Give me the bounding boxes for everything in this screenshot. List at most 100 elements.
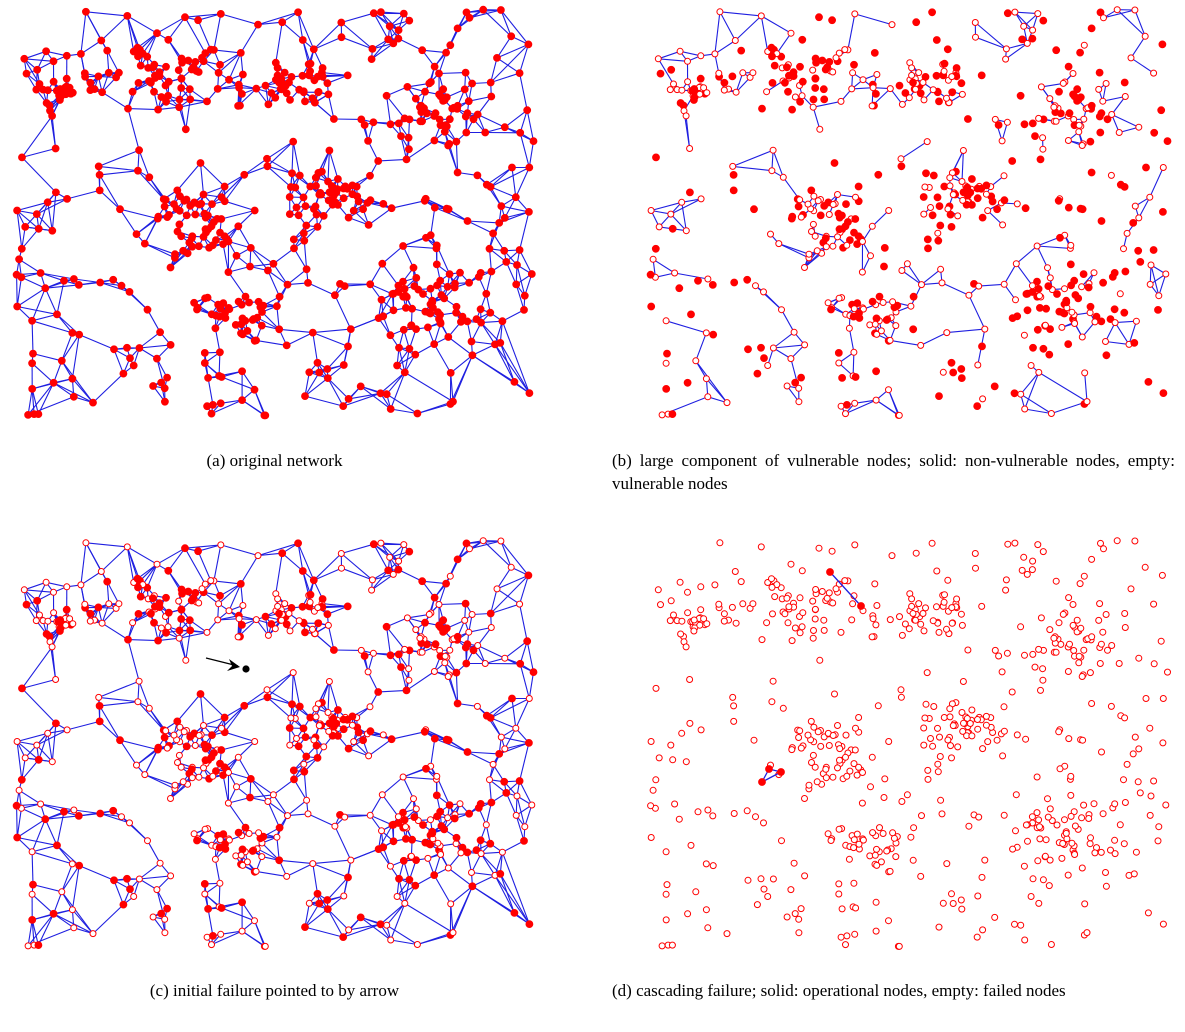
edge (490, 57, 498, 83)
edge (220, 13, 259, 26)
edge (99, 720, 121, 741)
solid-node (295, 171, 304, 180)
empty-node (868, 102, 876, 110)
empty-node (715, 69, 723, 77)
empty-node (787, 29, 795, 37)
edge (1128, 321, 1137, 345)
edge (176, 162, 201, 191)
solid-node (199, 233, 208, 241)
solid-node (487, 267, 496, 276)
solid-node (313, 72, 322, 81)
edge (328, 681, 339, 711)
solid-node (283, 280, 292, 289)
edge (946, 328, 985, 334)
empty-node (1020, 331, 1028, 339)
solid-node (124, 104, 132, 113)
edge (1130, 35, 1146, 59)
edge (297, 543, 304, 572)
solid-node (238, 90, 246, 98)
solid-node (203, 97, 211, 106)
empty-node (808, 228, 815, 235)
edge (275, 553, 283, 594)
solid-node (366, 196, 375, 205)
solid-node (240, 170, 249, 179)
solid-node (193, 305, 201, 314)
solid-node (512, 280, 521, 289)
empty-node (946, 182, 954, 190)
solid-node (1087, 168, 1096, 177)
edge (511, 167, 517, 198)
edge (261, 842, 280, 861)
empty-node (959, 147, 967, 154)
edge (21, 276, 46, 289)
solid-node (486, 78, 495, 87)
empty-node (843, 241, 851, 249)
empty-node (829, 201, 837, 208)
solid-node (117, 281, 126, 290)
edge (302, 39, 310, 65)
empty-node (1011, 8, 1019, 16)
edge (267, 270, 281, 297)
edge (224, 731, 255, 743)
solid-node (70, 275, 78, 283)
empty-node (829, 242, 837, 250)
solid-node (446, 41, 455, 50)
edge (313, 553, 342, 581)
solid-node (22, 69, 31, 78)
solid-node (299, 229, 308, 238)
edge (340, 22, 373, 50)
edge (36, 729, 68, 746)
edge (490, 72, 520, 84)
solid-node (854, 182, 863, 191)
empty-node (654, 55, 662, 63)
solid-node (928, 8, 937, 17)
solid-node (978, 213, 987, 222)
empty-node (739, 69, 747, 77)
edge (47, 733, 53, 762)
empty-node (1067, 241, 1075, 249)
solid-node (788, 105, 797, 114)
edge (1158, 273, 1167, 296)
edge (519, 603, 528, 642)
edge (499, 342, 530, 394)
solid-node (496, 339, 505, 347)
edge (670, 198, 702, 215)
edge (974, 22, 1007, 50)
caption-a: (a) original network (206, 451, 343, 470)
edge (253, 389, 266, 416)
solid-node (676, 99, 685, 107)
edge (184, 544, 221, 549)
solid-node (285, 193, 294, 201)
empty-node (979, 395, 987, 403)
solid-node (224, 237, 233, 246)
empty-node (892, 322, 900, 330)
edge (681, 202, 687, 231)
empty-node (834, 233, 841, 241)
solid-node (948, 88, 957, 97)
solid-node (216, 304, 225, 313)
solid-node (220, 232, 229, 241)
solid-node (1052, 46, 1061, 55)
edge (500, 9, 512, 37)
solid-node (384, 35, 393, 44)
edge (129, 291, 148, 311)
edge (490, 588, 498, 614)
edge (45, 278, 75, 289)
edge (16, 277, 22, 307)
edge (714, 40, 736, 55)
empty-node (975, 282, 983, 290)
edge (467, 751, 494, 765)
solid-node (250, 206, 259, 215)
solid-node (489, 229, 498, 238)
empty-node (850, 305, 858, 313)
edge (92, 904, 124, 934)
edge (241, 399, 266, 416)
solid-node (179, 246, 188, 255)
edge (78, 279, 114, 286)
empty-node (702, 375, 710, 383)
empty-node (829, 68, 837, 76)
edge (213, 49, 241, 54)
solid-node (254, 20, 262, 29)
solid-node (481, 128, 490, 137)
edge (776, 32, 792, 54)
